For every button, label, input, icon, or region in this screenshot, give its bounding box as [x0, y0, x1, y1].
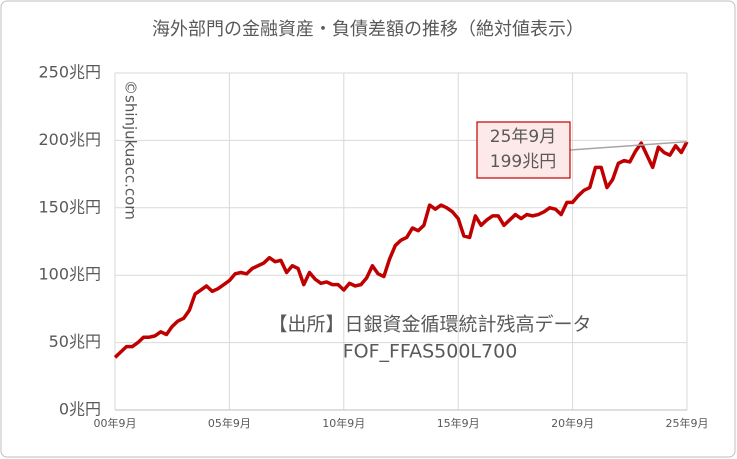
annotation-leader: [569, 140, 688, 151]
x-tick-label: 20年9月: [551, 416, 594, 430]
chart-title: 海外部門の金融資産・負債差額の推移（絶対値表示）: [152, 19, 584, 40]
source-note: FOF_FFAS500L700: [343, 341, 518, 363]
y-tick-label: 150兆円: [38, 197, 101, 216]
source-note: 【出所】日銀資金循環統計残高データ: [268, 314, 591, 336]
y-tick-label: 50兆円: [49, 332, 101, 351]
x-tick-label: 25年9月: [666, 416, 709, 430]
y-tick-label: 250兆円: [38, 63, 101, 82]
watermark: ©shinjukuacc.com: [122, 80, 140, 220]
x-tick-label: 10年9月: [322, 416, 365, 430]
x-tick-label: 00年9月: [94, 416, 137, 430]
data-line: [113, 140, 689, 359]
y-tick-label: 200兆円: [38, 130, 101, 149]
annotation-text: 199兆円: [490, 152, 556, 172]
x-tick-label: 15年9月: [437, 416, 480, 430]
annotation-box: [476, 121, 571, 179]
x-tick-label: 05年9月: [208, 416, 251, 430]
y-tick-label: 0兆円: [59, 400, 101, 419]
y-tick-label: 100兆円: [38, 265, 101, 284]
annotation-text: 25年9月: [490, 127, 556, 147]
